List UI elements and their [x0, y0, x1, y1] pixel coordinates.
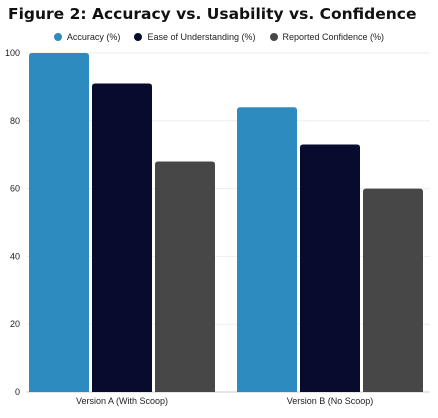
legend-swatch-accuracy: [53, 33, 62, 41]
legend-item-ease: Ease of Understanding (%): [134, 32, 256, 42]
bar-0-2: [155, 161, 215, 392]
legend-item-accuracy: Accuracy (%): [53, 32, 121, 42]
legend-label-ease: Ease of Understanding (%): [147, 32, 256, 42]
y-tick-label-100: 100: [5, 48, 20, 58]
bar-1-2: [363, 188, 423, 392]
legend-label-accuracy: Accuracy (%): [66, 32, 121, 42]
x-tick-label-1: Version B (No Scoop): [287, 396, 374, 406]
y-tick-label-40: 40: [10, 251, 20, 261]
bar-1-1: [300, 144, 360, 392]
bar-1-0: [237, 107, 297, 393]
y-tick-label-60: 60: [10, 184, 20, 194]
legend-swatch-confidence: [269, 33, 278, 41]
legend-item-confidence: Reported Confidence (%): [269, 32, 385, 42]
chart-legend: Accuracy (%) Ease of Understanding (%) R…: [0, 30, 438, 44]
chart-title: Figure 2: Accuracy vs. Usability vs. Con…: [8, 5, 417, 23]
legend-swatch-ease: [134, 33, 143, 41]
legend-label-confidence: Reported Confidence (%): [282, 32, 385, 42]
bar-0-0: [29, 53, 89, 392]
bar-0-1: [92, 83, 152, 392]
y-tick-label-80: 80: [10, 116, 20, 126]
x-tick-label-0: Version A (With Scoop): [76, 396, 168, 406]
y-tick-label-0: 0: [15, 387, 20, 397]
y-tick-label-20: 20: [10, 319, 20, 329]
